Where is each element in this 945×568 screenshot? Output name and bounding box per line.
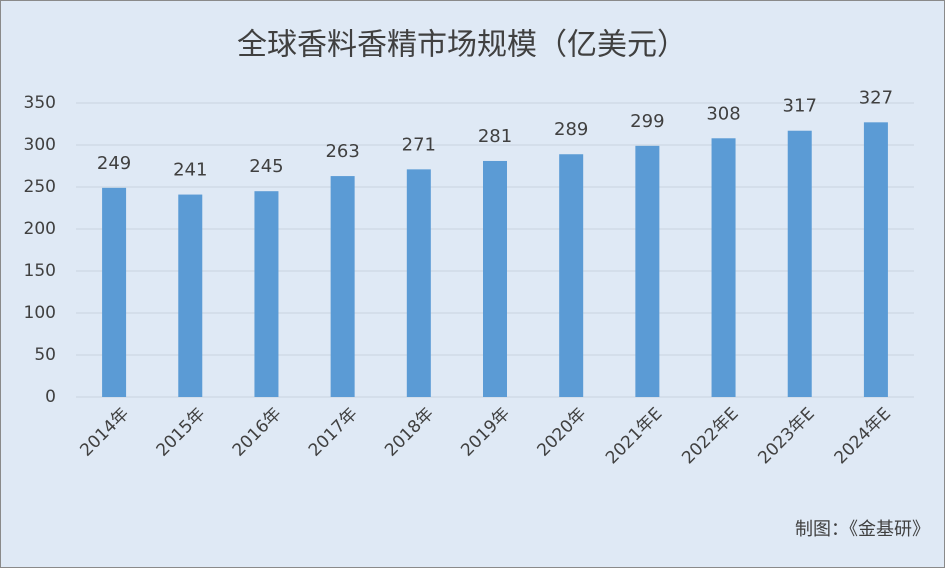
value-label: 299 [630, 111, 664, 132]
y-tick-label: 350 [24, 93, 56, 113]
value-label: 308 [706, 103, 740, 124]
bar [178, 194, 203, 397]
bar [559, 154, 584, 397]
bar [254, 191, 279, 397]
y-tick-label: 0 [45, 387, 56, 407]
value-label: 281 [478, 126, 512, 147]
bar [635, 145, 660, 397]
value-label: 245 [249, 156, 283, 177]
value-label: 289 [554, 119, 588, 140]
bar [787, 130, 812, 397]
y-tick-label: 300 [24, 135, 56, 155]
bar [483, 160, 507, 397]
bar [330, 176, 355, 397]
y-tick-label: 150 [24, 261, 56, 281]
y-tick-label: 50 [34, 345, 56, 365]
y-tick-label: 200 [24, 219, 56, 239]
bar [863, 122, 888, 397]
chart-title: 全球香料香精市场规模（亿美元） [237, 28, 687, 63]
value-label: 271 [402, 134, 436, 155]
value-label: 241 [173, 160, 207, 181]
value-label: 327 [859, 87, 893, 108]
value-label: 263 [325, 141, 359, 162]
y-tick-label: 100 [24, 303, 56, 323]
bar [406, 169, 431, 397]
value-label: 317 [783, 96, 817, 117]
bar [711, 138, 736, 397]
y-tick-label: 250 [24, 177, 56, 197]
source-note: 制图：《金基研》 [795, 519, 930, 540]
value-label: 249 [97, 153, 131, 174]
bar [102, 187, 127, 397]
